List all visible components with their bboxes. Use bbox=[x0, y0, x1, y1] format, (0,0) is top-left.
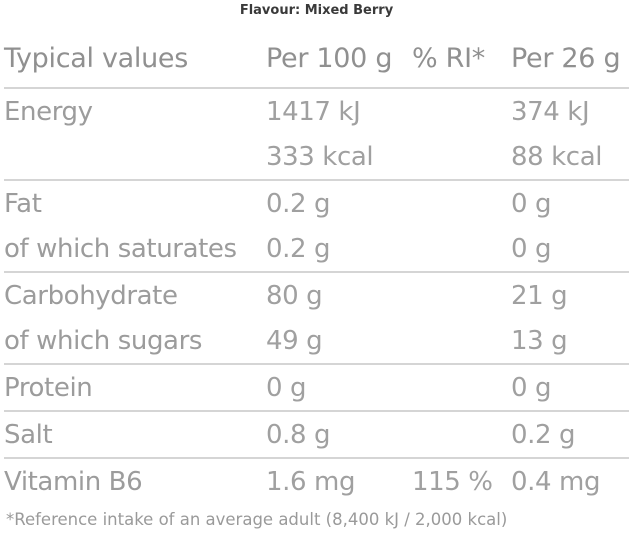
header-row: Typical values Per 100 g % RI* Per 26 g bbox=[4, 30, 629, 88]
ri-value bbox=[412, 226, 511, 272]
per-serving-value: 0.4 mg bbox=[511, 457, 629, 504]
nutrient-label: Fat bbox=[4, 179, 266, 226]
flavour-heading: Flavour: Mixed Berry bbox=[239, 3, 394, 18]
per-serving-value: 88 kcal bbox=[511, 141, 603, 172]
per-serving-value: 13 g bbox=[511, 325, 568, 356]
nutrient-label bbox=[4, 134, 266, 180]
per-100g-value: 0 g bbox=[266, 363, 412, 411]
ri-value bbox=[412, 87, 511, 134]
footnote: *Reference intake of an average adult (8… bbox=[6, 510, 508, 529]
nutrient-label: Vitamin B6 bbox=[4, 457, 266, 504]
nutrition-table: Typical values Per 100 g % RI* Per 26 g … bbox=[4, 30, 629, 504]
ri-value bbox=[412, 271, 511, 318]
per-serving-value: 0 g bbox=[511, 233, 552, 264]
table-row: of which saturates 0.2 g 0 g bbox=[4, 226, 629, 272]
ri-value bbox=[412, 410, 511, 458]
table-row: Carbohydrate 80 g 21 g bbox=[4, 271, 629, 318]
table-row: Fat 0.2 g 0 g bbox=[4, 179, 629, 226]
nutrient-label: Salt bbox=[4, 410, 266, 458]
ri-value bbox=[412, 318, 511, 364]
table-row: Salt 0.8 g 0.2 g bbox=[4, 410, 629, 458]
header-per-serving: Per 26 g bbox=[511, 43, 621, 74]
ri-value bbox=[412, 134, 511, 180]
per-serving-value: 0 g bbox=[511, 363, 629, 411]
nutrient-label: Energy bbox=[4, 87, 266, 134]
table-row: Vitamin B6 1.6 mg 115 % 0.4 mg bbox=[4, 457, 629, 504]
per-100g-value: 80 g bbox=[266, 271, 412, 318]
per-100g-value: 1.6 mg bbox=[266, 457, 412, 504]
per-serving-value: 21 g bbox=[511, 271, 629, 318]
nutrient-label: of which saturates bbox=[4, 233, 237, 264]
header-typical-values: Typical values bbox=[4, 43, 188, 74]
per-serving-value: 374 kJ bbox=[511, 87, 629, 134]
per-serving-value: 0 g bbox=[511, 179, 629, 226]
nutrient-label: Protein bbox=[4, 363, 266, 411]
nutrient-label: of which sugars bbox=[4, 325, 203, 356]
per-100g-value: 0.2 g bbox=[266, 233, 331, 264]
per-100g-value: 0.8 g bbox=[266, 410, 412, 458]
nutrient-label: Carbohydrate bbox=[4, 271, 266, 318]
ri-value bbox=[412, 179, 511, 226]
per-100g-value: 333 kcal bbox=[266, 141, 374, 172]
header-per-100g: Per 100 g bbox=[266, 43, 393, 74]
per-serving-value: 0.2 g bbox=[511, 410, 629, 458]
table-row: Energy 1417 kJ 374 kJ bbox=[4, 87, 629, 134]
per-100g-value: 1417 kJ bbox=[266, 87, 412, 134]
table-row: 333 kcal 88 kcal bbox=[4, 134, 629, 180]
ri-value: 115 % bbox=[412, 457, 511, 504]
table-row: of which sugars 49 g 13 g bbox=[4, 318, 629, 364]
per-100g-value: 49 g bbox=[266, 325, 323, 356]
header-ri: % RI* bbox=[412, 43, 485, 74]
ri-value bbox=[412, 363, 511, 411]
per-100g-value: 0.2 g bbox=[266, 179, 412, 226]
